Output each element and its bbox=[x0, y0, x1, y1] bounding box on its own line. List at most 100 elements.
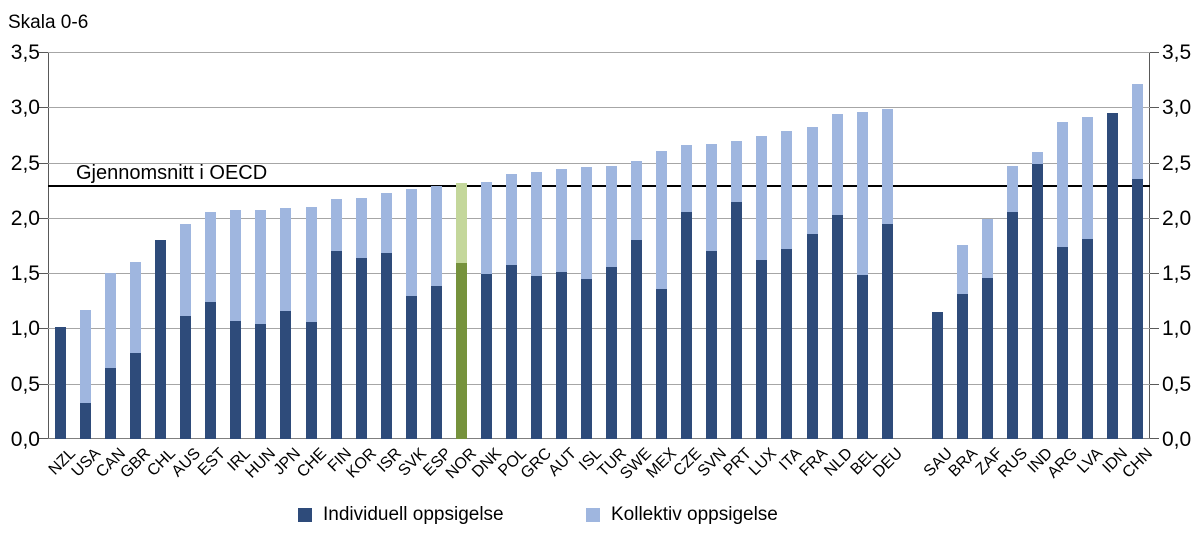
bar-segment-individual-EST bbox=[205, 302, 216, 439]
y-axis-label-right: 1,5 bbox=[1162, 262, 1192, 285]
bar-segment-individual-ISR bbox=[381, 253, 392, 439]
bar-segment-collective-DNK bbox=[481, 182, 492, 274]
bar-segment-individual-LVA bbox=[1082, 239, 1093, 439]
bar-segment-individual-RUS bbox=[1007, 212, 1018, 439]
legend-item-individual: Individuell oppsigelse bbox=[298, 503, 504, 527]
bar-segment-individual-TUR bbox=[606, 267, 617, 439]
bar-segment-individual-CAN bbox=[105, 368, 116, 439]
left-axis-tick bbox=[39, 384, 49, 385]
bar-segment-individual-FRA bbox=[807, 234, 818, 439]
bar-segment-individual-NLD bbox=[832, 215, 843, 439]
bar-segment-collective-IND bbox=[1032, 152, 1043, 164]
bar-segment-collective-FRA bbox=[807, 127, 818, 234]
bar-segment-individual-BRA bbox=[957, 294, 968, 439]
bar-segment-collective-RUS bbox=[1007, 166, 1018, 212]
bar-segment-individual-ITA bbox=[781, 249, 792, 439]
grid-line bbox=[48, 218, 1150, 219]
bar-segment-individual-AUS bbox=[180, 316, 191, 439]
bar-segment-individual-SVK bbox=[406, 296, 417, 439]
bar-segment-individual-ESP bbox=[431, 286, 442, 439]
legend-item-collective: Kollektiv oppsigelse bbox=[586, 503, 778, 527]
bar-segment-collective-DEU bbox=[882, 109, 893, 224]
bar-segment-collective-CHE bbox=[306, 207, 317, 322]
left-axis-tick bbox=[39, 163, 49, 164]
bar-segment-individual-NOR bbox=[456, 263, 467, 439]
bar-segment-collective-ZAF bbox=[982, 219, 993, 278]
right-axis-tick bbox=[1149, 328, 1159, 329]
bar-segment-collective-EST bbox=[205, 212, 216, 302]
y-axis-label-right: 0,0 bbox=[1162, 428, 1192, 451]
y-axis-label-right: 0,5 bbox=[1162, 373, 1192, 396]
bar-segment-individual-GBR bbox=[130, 353, 141, 439]
grid-line bbox=[48, 438, 1150, 439]
bar-segment-collective-LUX bbox=[756, 136, 767, 260]
bar-segment-collective-LVA bbox=[1082, 117, 1093, 239]
left-axis-tick bbox=[39, 52, 49, 53]
right-axis-line bbox=[1149, 52, 1150, 439]
bar-segment-collective-TUR bbox=[606, 166, 617, 267]
bar-segment-collective-GRC bbox=[531, 172, 542, 276]
individual-series-swatch-icon bbox=[298, 508, 312, 522]
y-axis-label-left: 3,0 bbox=[10, 96, 40, 119]
bar-segment-collective-MEX bbox=[656, 151, 667, 289]
bar-segment-collective-AUT bbox=[556, 169, 567, 272]
y-axis-label-left: 2,5 bbox=[10, 152, 40, 175]
bar-segment-individual-CZE bbox=[681, 212, 692, 439]
legend-label-collective: Kollektiv oppsigelse bbox=[611, 504, 778, 525]
grid-line bbox=[48, 384, 1150, 385]
bar-segment-individual-FIN bbox=[331, 251, 342, 439]
grid-line bbox=[48, 163, 1150, 164]
right-axis-tick bbox=[1149, 218, 1159, 219]
bar-segment-individual-GRC bbox=[531, 276, 542, 439]
bar-segment-individual-SVN bbox=[706, 251, 717, 439]
bar-segment-individual-DNK bbox=[481, 274, 492, 439]
y-axis-label-right: 1,0 bbox=[1162, 317, 1192, 340]
bar-segment-individual-ZAF bbox=[982, 278, 993, 439]
reference-line-label: Gjennomsnitt i OECD bbox=[76, 162, 268, 184]
bar-segment-collective-FIN bbox=[331, 199, 342, 251]
right-axis-tick bbox=[1149, 163, 1159, 164]
y-axis-label-left: 0,5 bbox=[10, 373, 40, 396]
bar-segment-collective-ISL bbox=[581, 167, 592, 279]
collective-series-swatch-icon bbox=[586, 508, 600, 522]
bar-segment-individual-SWE bbox=[631, 240, 642, 439]
y-axis-label-right: 2,5 bbox=[1162, 152, 1192, 175]
bar-segment-individual-CHN bbox=[1132, 179, 1143, 439]
left-axis-tick bbox=[39, 438, 49, 439]
bar-segment-individual-KOR bbox=[356, 258, 367, 439]
right-axis-tick bbox=[1149, 384, 1159, 385]
bar-segment-individual-SAU bbox=[932, 312, 943, 439]
bar-segment-collective-ARG bbox=[1057, 122, 1068, 247]
bar-segment-individual-NZL bbox=[55, 327, 66, 439]
bar-segment-collective-GBR bbox=[130, 262, 141, 353]
bar-segment-collective-SWE bbox=[631, 161, 642, 240]
bar-segment-individual-BEL bbox=[857, 275, 868, 439]
left-axis-tick bbox=[39, 107, 49, 108]
y-axis-label-left: 3,5 bbox=[10, 41, 40, 64]
bar-segment-collective-SVN bbox=[706, 144, 717, 251]
y-axis-label-left: 1,5 bbox=[10, 262, 40, 285]
bar-segment-individual-ARG bbox=[1057, 247, 1068, 439]
right-axis-tick bbox=[1149, 438, 1159, 439]
left-axis-line bbox=[48, 52, 49, 439]
bar-segment-individual-CHL bbox=[155, 240, 166, 439]
bar-segment-collective-IRL bbox=[230, 210, 241, 321]
bar-segment-individual-IDN bbox=[1107, 113, 1118, 439]
grid-line bbox=[48, 52, 1150, 53]
grid-line bbox=[48, 328, 1150, 329]
bar-segment-collective-USA bbox=[80, 310, 91, 403]
legend-label-individual: Individuell oppsigelse bbox=[323, 504, 504, 525]
bar-segment-collective-CZE bbox=[681, 145, 692, 212]
scale-note: Skala 0-6 bbox=[8, 12, 89, 33]
bar-segment-collective-JPN bbox=[280, 208, 291, 311]
oecd-average-reference-line bbox=[48, 185, 1150, 187]
right-axis-tick bbox=[1149, 273, 1159, 274]
bar-segment-collective-SVK bbox=[406, 189, 417, 296]
bar-segment-individual-POL bbox=[506, 265, 517, 439]
bar-segment-individual-HUN bbox=[255, 324, 266, 439]
right-axis-tick bbox=[1149, 107, 1159, 108]
y-axis-label-left: 2,0 bbox=[10, 207, 40, 230]
right-axis-tick bbox=[1149, 52, 1159, 53]
y-axis-label-right: 3,0 bbox=[1162, 96, 1192, 119]
left-axis-tick bbox=[39, 218, 49, 219]
